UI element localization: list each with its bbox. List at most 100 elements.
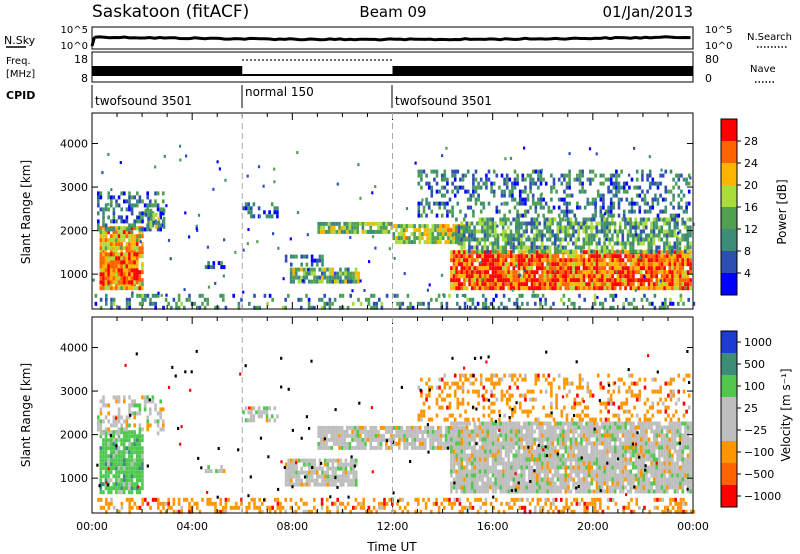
heatmap-cell [489,274,492,279]
heatmap-cell [517,485,521,490]
heatmap-cell [468,445,471,450]
heatmap-cell [632,305,636,310]
heatmap-cell [156,223,160,228]
heatmap-cell [525,245,528,250]
heatmap-cell [418,224,422,229]
heatmap-cell [531,181,535,186]
heatmap-cell [128,246,131,251]
heatmap-cell [405,228,409,233]
heatmap-cell [313,271,316,276]
heatmap-cell [564,473,568,478]
heatmap-cell [133,486,136,491]
heatmap-cell [442,293,445,297]
heatmap-cell [587,245,591,250]
heatmap-cell [465,481,469,486]
heatmap-cell [395,425,398,430]
heatmap-cell [559,270,562,275]
heatmap-cell [133,450,136,455]
heatmap-cell [658,250,661,255]
heatmap-cell [128,478,131,483]
heatmap-cell [567,278,570,283]
heatmap-cell [525,225,528,230]
heatmap-cell [352,466,355,471]
heatmap-cell [379,229,383,234]
heatmap-cell [642,286,646,291]
heatmap-cell [572,258,575,263]
heatmap-cell [483,461,487,466]
heatmap-cell [489,445,492,450]
heatmap-cell [128,438,131,443]
heatmap-cell [639,229,643,234]
heatmap-cell [580,469,583,474]
heatmap-cell [685,205,688,210]
heatmap-cell [515,429,518,434]
heatmap-cell [435,201,439,206]
heatmap-cell [568,185,571,190]
heatmap-cell [515,453,518,458]
heatmap-cell [120,286,123,291]
heatmap-cell [326,474,329,479]
heatmap-cell [135,478,139,483]
heatmap-cell [673,217,677,222]
heatmap-cell [502,286,505,291]
heatmap-cell [652,266,656,271]
heatmap-cell [489,301,493,306]
heatmap-cell [555,189,558,194]
heatmap-cell [138,430,142,435]
heatmap-cell [512,254,516,259]
heatmap-cell [470,453,474,458]
heatmap-cell [492,305,495,310]
heatmap-cell [569,274,573,279]
heatmap-cell [338,441,341,446]
heatmap-cell [420,185,423,190]
heatmap-cell [522,262,526,267]
heatmap-cell [320,433,323,438]
heatmap-cell [629,262,633,267]
heatmap-cell [551,433,555,438]
heatmap-cell [273,406,277,411]
heatmap-cell [450,445,453,450]
heatmap-cell [287,482,290,487]
heatmap-cell [102,431,105,436]
heatmap-cell [348,225,352,230]
heatmap-cell [146,293,150,298]
heatmap-cell [590,241,593,246]
heatmap-cell [478,254,482,259]
heatmap-cell [130,250,134,255]
heatmap-cell [450,433,453,438]
heatmap-cell [538,453,542,458]
heatmap-cell [133,234,136,239]
heatmap-cell [595,286,599,291]
heatmap-cell [295,462,298,467]
heatmap-cell [379,433,383,438]
heatmap-cell [587,237,591,242]
heatmap-cell [530,278,534,283]
heatmap-cell [678,258,682,263]
heatmap-cell [117,260,121,265]
heatmap-cell [104,272,108,277]
heatmap-cell [664,169,668,174]
heatmap-cell [643,293,646,298]
heatmap-cell [626,270,630,275]
heatmap-cell [217,469,221,474]
heatmap-cell [504,258,508,263]
heatmap-cell [133,482,136,487]
heatmap-cell [567,437,570,442]
heatmap-cell [509,258,513,263]
heatmap-cell [112,264,116,269]
heatmap-cell [533,453,536,458]
heatmap-cell [665,254,669,259]
heatmap-cell [450,437,453,442]
heatmap-cell [689,229,692,234]
heatmap-cell [400,240,403,245]
heatmap-cell [323,474,327,479]
heatmap-cell [507,489,510,494]
heatmap-cell [509,245,513,250]
heatmap-cell [622,301,625,306]
heatmap-cell [556,221,560,226]
heatmap-cell [512,249,515,254]
heatmap-cell [435,181,439,186]
heatmap-cell [284,482,288,487]
heatmap-cell [133,250,136,255]
heatmap-cell [481,473,484,478]
